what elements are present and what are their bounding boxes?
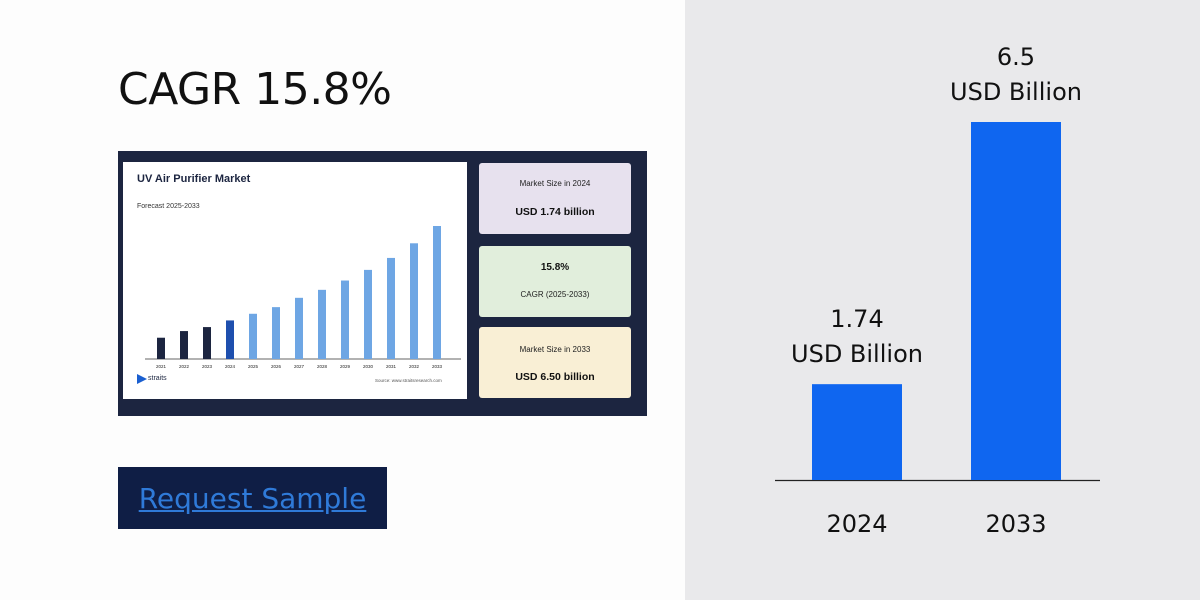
infographic-year-label: 2025	[248, 364, 259, 369]
card-value: USD 1.74 billion	[515, 206, 595, 218]
infographic-bar	[180, 331, 188, 359]
cagr-headline: CAGR 15.8%	[118, 64, 392, 115]
infographic-bar	[318, 289, 326, 359]
right-panel	[685, 0, 1200, 600]
infographic-title: UV Air Purifier Market	[137, 173, 251, 185]
straits-logo-text: straits	[148, 375, 167, 382]
infographic-year-label: 2021	[156, 364, 167, 369]
bar-2024	[812, 384, 902, 480]
infographic-bar	[364, 269, 372, 359]
straits-logo-icon	[137, 374, 147, 384]
infographic-bar	[341, 280, 349, 359]
data-label-unit: USD Billion	[791, 340, 923, 368]
infographic-year-label: 2031	[386, 364, 397, 369]
infographic-bar	[410, 243, 418, 359]
infographic-year-label: 2030	[363, 364, 374, 369]
data-label-value: 1.74	[830, 305, 883, 333]
market-infographic: 2021 2022 2023 2024 2025 2026 2027 2028 2029 2030…	[118, 151, 647, 416]
infographic-year-label: 2026	[271, 364, 282, 369]
market-size-bar-chart: 1.74 USD Billion 2024 6.5 USD Billion 2033	[775, 43, 1100, 538]
infographic-bar	[387, 257, 395, 359]
infographic-year-label: 2029	[340, 364, 351, 369]
x-tick-label: 2024	[826, 510, 887, 538]
infographic-bar	[157, 337, 165, 359]
infographic-bar	[226, 320, 234, 359]
infographic-bar	[433, 226, 441, 359]
infographic-bar	[249, 313, 257, 359]
card-label: Market Size in 2024	[519, 179, 591, 188]
infographic-year-label: 2027	[294, 364, 305, 369]
x-tick-label: 2033	[985, 510, 1046, 538]
infographic-bar-chart: 2021 2022 2023 2024 2025 2026 2027 2028 2029 2030…	[145, 226, 461, 369]
card-value: 15.8%	[540, 262, 570, 273]
cagr-card: 15.8% CAGR (2025-2033)	[479, 246, 631, 317]
data-label-value: 6.5	[997, 43, 1035, 71]
infographic-year-label: 2032	[409, 364, 420, 369]
bar-2033	[971, 122, 1061, 480]
infographic-source: Source: www.straitsresearch.com	[375, 378, 442, 383]
card-value: USD 6.50 billion	[515, 371, 595, 383]
infographic-bar	[295, 297, 303, 359]
infographic-subtitle: Forecast 2025-2033	[137, 203, 200, 210]
market-size-2033-card: Market Size in 2033 USD 6.50 billion	[479, 327, 631, 398]
infographic-bar	[203, 327, 211, 359]
infographic-chart-panel: 2021 2022 2023 2024 2025 2026 2027 2028 2029 2030…	[123, 162, 467, 399]
market-size-2024-card: Market Size in 2024 USD 1.74 billion	[479, 163, 631, 234]
infographic-year-label: 2024	[225, 364, 236, 369]
infographic-year-label: 2023	[202, 364, 213, 369]
data-label-unit: USD Billion	[950, 78, 1082, 106]
infographic-bar	[272, 307, 280, 359]
infographic-year-label: 2028	[317, 364, 328, 369]
infographic-year-label: 2022	[179, 364, 190, 369]
card-label: CAGR (2025-2033)	[520, 290, 590, 299]
request-sample-button[interactable]: Request Sample	[118, 467, 387, 529]
infographic-year-label: 2033	[432, 364, 443, 369]
card-label: Market Size in 2033	[519, 345, 591, 354]
request-sample-link[interactable]: Request Sample	[138, 481, 367, 515]
